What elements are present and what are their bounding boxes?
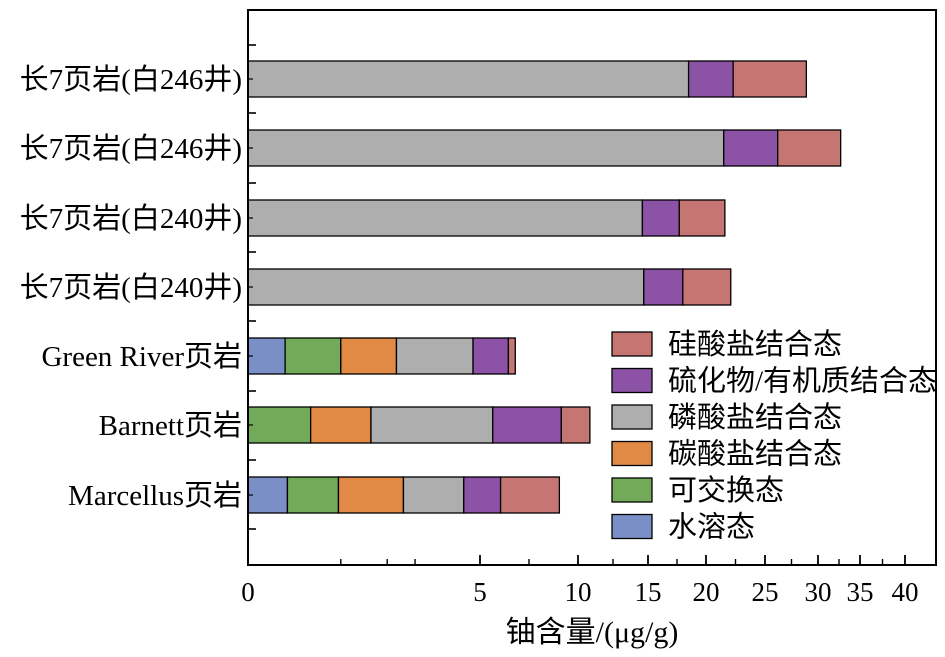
bar-segment-row4-series5 xyxy=(643,268,684,306)
legend-label-2: 硫化物/有机质结合态 xyxy=(668,365,937,398)
legend-label-5: 可交换态 xyxy=(668,474,784,507)
bar-segment-row6-series6 xyxy=(560,406,591,444)
bar-segment-row3-series5 xyxy=(641,199,680,237)
bar-segment-row5-series2 xyxy=(284,337,342,375)
bar-segment-row6-series3 xyxy=(309,406,372,444)
legend-swatch-4 xyxy=(611,440,653,467)
category-label-2-7-246: 长7页岩(白246井) xyxy=(20,132,242,165)
bar-segment-row7-series1 xyxy=(247,476,289,514)
legend-swatch-5 xyxy=(611,477,653,503)
bar-segment-row6-series2 xyxy=(247,406,312,444)
bar-segment-row7-series3 xyxy=(337,476,405,514)
bar-segment-row6-series4 xyxy=(370,406,494,444)
bar-segment-row7-series2 xyxy=(286,476,340,514)
bar-segment-row1-series4 xyxy=(247,60,690,98)
x-tick-label-5: 5 xyxy=(473,577,487,607)
legend-label-1: 硅酸盐结合态 xyxy=(668,328,842,361)
legend-label-3: 磷酸盐结合态 xyxy=(668,401,842,434)
bar-segment-row7-series6 xyxy=(499,476,561,514)
category-label-5-green-river: Green River页岩 xyxy=(41,340,242,373)
bar-segment-row2-series5 xyxy=(723,129,779,167)
bar-segment-row7-series5 xyxy=(463,476,502,514)
x-tick-label-40: 40 xyxy=(892,577,919,607)
x-tick-label-35: 35 xyxy=(847,577,874,607)
y-axis: 长7页岩(白246井) 长7页岩(白246井) 长7页岩(白240井) 长7页岩(白2… xyxy=(20,44,256,530)
bar-segment-row4-series6 xyxy=(682,268,732,306)
bar-segment-row7-series4 xyxy=(402,476,465,514)
x-axis: 0 5 10 15 20 25 30 35 40 xyxy=(241,555,919,607)
legend-swatch-6 xyxy=(611,513,653,540)
legend-swatch-1 xyxy=(611,331,653,357)
legend-swatch-2 xyxy=(611,367,653,394)
x-tick-label-15: 15 xyxy=(635,577,662,607)
bar-segment-row5-series6 xyxy=(507,337,516,375)
bar-segment-row1-series6 xyxy=(732,60,807,98)
category-label-1-7-246: 长7页岩(白246井) xyxy=(20,63,242,96)
category-label-7-marcellus: Marcellus页岩 xyxy=(68,479,242,512)
bar-segment-row5-series5 xyxy=(472,337,510,375)
legend-label-4: 碳酸盐结合态 xyxy=(668,438,842,471)
bar-segment-row3-series4 xyxy=(247,199,644,237)
legend-swatch-3 xyxy=(611,404,653,430)
x-tick-label-20: 20 xyxy=(693,577,720,607)
x-tick-label-25: 25 xyxy=(752,577,779,607)
bar-segment-row1-series5 xyxy=(687,60,734,98)
bar-segment-row5-series4 xyxy=(395,337,474,375)
bars-layer xyxy=(247,60,842,514)
x-axis-label: 铀含量/(μg/g) xyxy=(506,616,679,649)
bar-segment-row5-series1 xyxy=(247,337,286,375)
x-tick-label-30: 30 xyxy=(805,577,832,607)
category-label-4-7-240: 长7页岩(白240井) xyxy=(20,271,242,304)
x-tick-label-10: 10 xyxy=(565,577,592,607)
bar-segment-row4-series4 xyxy=(247,268,645,306)
bar-segment-row2-series6 xyxy=(777,129,842,167)
bar-segment-row3-series6 xyxy=(678,199,726,237)
bar-segment-row5-series3 xyxy=(340,337,398,375)
legend-label-6: 水溶态 xyxy=(668,511,755,544)
bar-segment-row2-series4 xyxy=(247,129,725,167)
category-label-6-barnett: Barnett页岩 xyxy=(99,409,242,442)
x-tick-label-0: 0 xyxy=(241,577,255,607)
category-label-3-7-240: 长7页岩(白240井) xyxy=(20,202,242,235)
bar-segment-row6-series5 xyxy=(492,406,562,444)
